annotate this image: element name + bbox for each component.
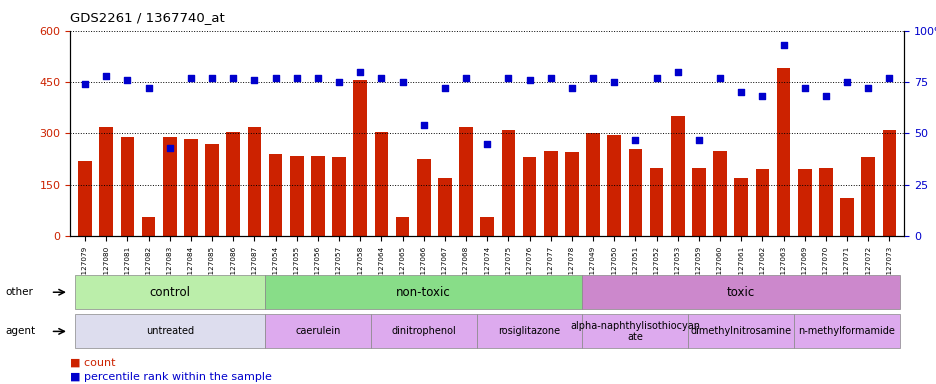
Bar [205, 144, 219, 236]
Bar [417, 159, 431, 236]
Point [754, 93, 769, 99]
Point [120, 77, 135, 83]
Text: dimethylnitrosamine: dimethylnitrosamine [690, 326, 791, 336]
Text: untreated: untreated [145, 326, 194, 336]
Bar [183, 139, 197, 236]
Bar [437, 178, 451, 236]
Bar [99, 127, 113, 236]
Bar [818, 168, 832, 236]
Point [797, 85, 812, 91]
Point [183, 75, 198, 81]
Bar [628, 149, 641, 236]
Point [289, 75, 304, 81]
Point [649, 75, 664, 81]
Bar [692, 168, 705, 236]
Bar [311, 156, 325, 236]
Bar [332, 157, 345, 236]
Bar [395, 217, 409, 236]
Text: ■ count: ■ count [70, 358, 116, 368]
Point [479, 141, 494, 147]
Point [817, 93, 832, 99]
Text: ■ percentile rank within the sample: ■ percentile rank within the sample [70, 372, 271, 382]
Point [78, 81, 93, 87]
Bar [734, 178, 747, 236]
Point [543, 75, 558, 81]
Bar [480, 217, 493, 236]
Point [352, 69, 367, 75]
Bar [882, 130, 896, 236]
Bar [754, 169, 768, 236]
Point [881, 75, 896, 81]
Bar [649, 168, 663, 236]
Text: toxic: toxic [726, 286, 754, 299]
Point [501, 75, 516, 81]
Bar [141, 217, 155, 236]
Point [247, 77, 262, 83]
Text: GDS2261 / 1367740_at: GDS2261 / 1367740_at [70, 12, 225, 25]
Point [373, 75, 388, 81]
Point [331, 79, 346, 85]
Text: other: other [6, 287, 34, 297]
Bar [121, 137, 134, 236]
Bar [670, 116, 684, 236]
Text: caerulein: caerulein [295, 326, 341, 336]
Bar [797, 169, 811, 236]
Point [395, 79, 410, 85]
Text: agent: agent [6, 326, 36, 336]
Text: control: control [149, 286, 190, 299]
Point [691, 137, 706, 143]
Point [627, 137, 642, 143]
Point [162, 145, 177, 151]
Point [98, 73, 113, 79]
Point [669, 69, 684, 75]
Bar [353, 80, 367, 236]
Point [585, 75, 600, 81]
Bar [247, 127, 261, 236]
Text: non-toxic: non-toxic [396, 286, 450, 299]
Bar [163, 137, 177, 236]
Point [310, 75, 325, 81]
Bar [840, 199, 853, 236]
Bar [776, 68, 790, 236]
Text: dinitrophenol: dinitrophenol [391, 326, 456, 336]
Point [607, 79, 622, 85]
Point [437, 85, 452, 91]
Point [860, 85, 875, 91]
Bar [543, 151, 557, 236]
Point [775, 42, 790, 48]
Bar [269, 154, 282, 236]
Point [268, 75, 283, 81]
Point [141, 85, 156, 91]
Bar [459, 127, 473, 236]
Point [226, 75, 241, 81]
Text: alpha-naphthylisothiocyan
ate: alpha-naphthylisothiocyan ate [570, 321, 699, 342]
Point [733, 89, 748, 95]
Point [204, 75, 219, 81]
Bar [227, 132, 240, 236]
Point [839, 79, 854, 85]
Bar [374, 132, 388, 236]
Bar [586, 133, 599, 236]
Bar [712, 151, 726, 236]
Bar [522, 157, 536, 236]
Point [711, 75, 726, 81]
Text: n-methylformamide: n-methylformamide [797, 326, 895, 336]
Bar [860, 157, 874, 236]
Point [458, 75, 473, 81]
Bar [289, 156, 303, 236]
Point [563, 85, 578, 91]
Point [416, 122, 431, 128]
Text: rosiglitazone: rosiglitazone [498, 326, 560, 336]
Bar [501, 130, 515, 236]
Point [521, 77, 536, 83]
Bar [78, 161, 92, 236]
Bar [607, 135, 621, 236]
Bar [564, 152, 578, 236]
